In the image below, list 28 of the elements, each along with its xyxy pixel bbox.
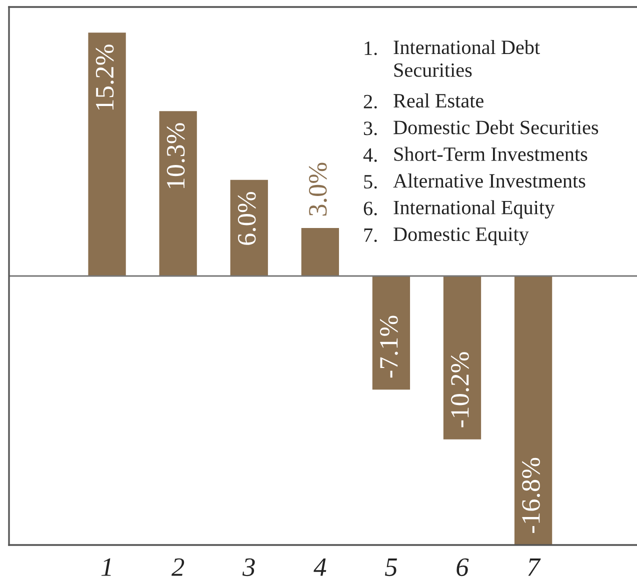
data-label: -16.8% bbox=[522, 458, 540, 533]
data-label: 10.3% bbox=[166, 123, 185, 188]
annotation: 1. International Debt Securities bbox=[364, 40, 540, 77]
bar bbox=[514, 276, 552, 545]
data-label: -10.2% bbox=[451, 352, 469, 428]
data-label: 15.2% bbox=[96, 44, 114, 110]
bar bbox=[230, 180, 268, 276]
x-tick-label: 5 bbox=[385, 558, 398, 576]
bar bbox=[301, 228, 339, 276]
bar bbox=[88, 32, 126, 276]
annotation: 3. Domestic Debt Securities bbox=[364, 120, 598, 136]
annotation: 4. Short-Term Investments bbox=[363, 146, 588, 162]
x-tick-label: 6 bbox=[456, 558, 469, 576]
data-label: -7.1% bbox=[380, 316, 398, 378]
annotation: 7. Domestic Equity bbox=[364, 227, 529, 246]
annotation: 6. International Equity bbox=[364, 200, 555, 219]
data-label: 3.0% bbox=[308, 162, 327, 216]
bar bbox=[443, 276, 482, 440]
bar bbox=[372, 276, 410, 390]
x-tick-label: 3 bbox=[242, 558, 255, 576]
x-tick-label: 7 bbox=[528, 558, 541, 576]
bar bbox=[159, 111, 197, 276]
x-tick-label: 1 bbox=[101, 558, 111, 576]
annotation: 2. Real Estate bbox=[364, 93, 484, 109]
annotation: 5. Alternative Investments bbox=[364, 174, 586, 189]
x-tick-label: 4 bbox=[314, 558, 326, 576]
x-tick-label: 2 bbox=[171, 558, 184, 576]
data-label: 6.0% bbox=[238, 192, 256, 245]
